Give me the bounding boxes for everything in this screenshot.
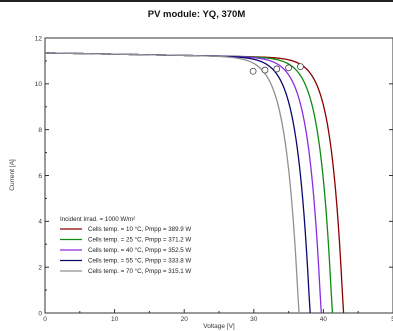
- mpp-point-1: [285, 64, 293, 72]
- y-axis-ticks: 0 2 4 6 8 10 12: [35, 35, 393, 317]
- mpp-point-3: [261, 66, 269, 74]
- mpp-markers: [249, 63, 304, 75]
- x-tick-label: 10: [111, 316, 119, 323]
- legend-entry-2: Cells temp. = 40 °C, Pmpp = 352.5 W: [88, 247, 191, 254]
- mpp-point-2: [273, 65, 281, 73]
- x-axis-label: Voltage [V]: [203, 323, 235, 330]
- y-axis-label: Current [A]: [9, 159, 16, 191]
- top-border: [0, 0, 393, 2]
- mpp-point-4: [249, 67, 257, 75]
- series-line-4: [44, 52, 300, 314]
- x-tick-label: 20: [181, 316, 189, 323]
- y-tick-label: 0: [38, 310, 42, 317]
- y-tick-label: 10: [35, 81, 43, 88]
- mpp-point-0: [297, 63, 304, 71]
- y-tick-label: 6: [38, 173, 42, 180]
- legend-entry-1: Cells temp. = 25 °C, Pmpp = 371.2 W: [88, 237, 191, 244]
- y-tick-label: 8: [38, 127, 42, 134]
- y-tick-label: 4: [38, 219, 42, 226]
- x-tick-label: 5: [391, 316, 393, 323]
- x-axis-ticks: 0 10 20 30 40 5: [43, 309, 393, 323]
- legend-entry-4: Cells temp. = 70 °C, Pmpp = 315.1 W: [88, 268, 191, 275]
- legend-entry-3: Cells temp. = 55 °C, Pmpp = 333.8 W: [88, 258, 191, 265]
- x-tick-label: 30: [250, 316, 258, 323]
- legend-header: Incident Irrad. = 1000 W/m²: [60, 216, 135, 223]
- series-curves: [44, 52, 345, 314]
- chart-title: PV module: YQ, 370M: [147, 9, 246, 20]
- y-tick-label: 12: [35, 35, 43, 42]
- x-tick-label: 40: [320, 316, 328, 323]
- x-tick-label: 0: [43, 316, 47, 323]
- legend-entry-0: Cells temp. = 10 °C, Pmpp = 389.9 W: [88, 226, 191, 233]
- legend: Incident Irrad. = 1000 W/m² Cells temp. …: [60, 216, 191, 275]
- y-tick-label: 2: [38, 264, 42, 271]
